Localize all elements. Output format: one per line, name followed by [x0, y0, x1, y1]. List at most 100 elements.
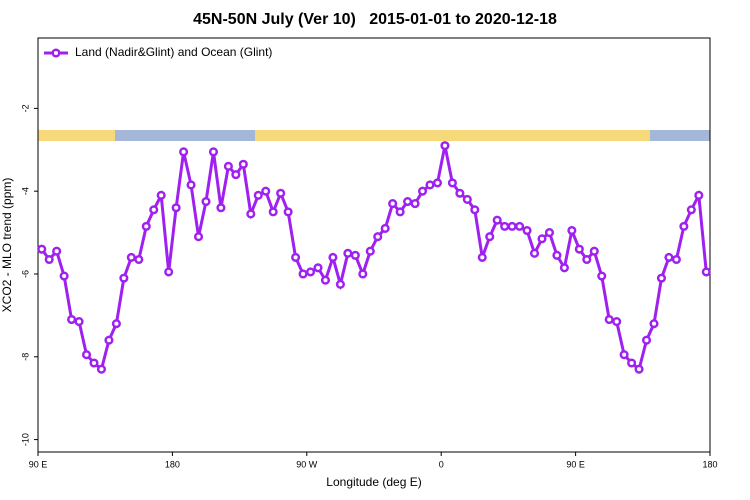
- data-point: [671, 254, 681, 265]
- data-point: [515, 221, 525, 231]
- data-point: [403, 196, 413, 207]
- data-point: [679, 221, 689, 231]
- data-point: [649, 319, 659, 329]
- data-point: [253, 190, 263, 200]
- data-point: [455, 188, 465, 198]
- data-point: [156, 190, 166, 200]
- data-point: [37, 244, 47, 254]
- data-point: [559, 263, 569, 273]
- data-point: [320, 275, 331, 285]
- data-point: [134, 254, 144, 265]
- x-axis-label: Longitude (deg E): [326, 475, 421, 489]
- data-point: [380, 223, 390, 233]
- data-point: [52, 246, 62, 256]
- data-point: [216, 203, 226, 213]
- data-point: [171, 203, 181, 213]
- data-point: [694, 190, 704, 200]
- data-point: [179, 147, 189, 157]
- land-band: [38, 130, 115, 141]
- data-point: [231, 170, 241, 180]
- data-point: [604, 314, 614, 325]
- data-point: [485, 232, 495, 242]
- y-tick-label: -4: [20, 187, 30, 195]
- data-point: [223, 161, 233, 171]
- data-point: [246, 209, 256, 219]
- data-point: [365, 246, 375, 256]
- data-point: [544, 228, 555, 238]
- data-point: [395, 207, 405, 217]
- data-point: [410, 199, 420, 209]
- data-point: [627, 358, 637, 368]
- data-point: [149, 205, 159, 215]
- data-point: [432, 178, 443, 188]
- data-point: [313, 263, 323, 273]
- data-point: [111, 319, 121, 329]
- data-point: [522, 225, 532, 236]
- data-point: [440, 141, 450, 151]
- data-point: [81, 350, 92, 360]
- data-point: [89, 358, 99, 368]
- data-point: [529, 248, 540, 258]
- legend-marker: [51, 48, 61, 58]
- data-point: [298, 269, 308, 279]
- x-tick-label: 0: [439, 459, 444, 469]
- ocean-band: [650, 130, 710, 141]
- data-point: [664, 252, 674, 262]
- data-point: [104, 335, 114, 345]
- data-point: [96, 364, 107, 374]
- data-point: [462, 194, 472, 205]
- land-ocean-strip: [38, 130, 710, 141]
- data-point: [291, 252, 301, 262]
- x-tick-label: 90 E: [29, 459, 48, 469]
- data-point: [507, 221, 517, 231]
- data-point: [208, 147, 219, 157]
- x-tick-label: 90 W: [296, 459, 318, 469]
- data-point: [492, 215, 502, 225]
- x-tick-label: 180: [702, 459, 717, 469]
- plot-frame: [37, 37, 711, 453]
- data-point: [612, 317, 622, 327]
- data-point: [268, 207, 278, 217]
- data-point: [477, 252, 487, 262]
- data-point: [74, 317, 84, 327]
- y-tick-label: -8: [20, 353, 30, 361]
- data-point: [701, 267, 711, 277]
- data-point: [328, 252, 338, 262]
- data-point: [67, 314, 77, 325]
- data-point: [358, 269, 368, 279]
- y-tick-label: -10: [20, 433, 30, 446]
- data-point: [305, 267, 316, 277]
- legend-label: Land (Nadir&Glint) and Ocean (Glint): [75, 45, 272, 59]
- data-point: [44, 254, 54, 265]
- x-tick-label: 180: [165, 459, 180, 469]
- data-point: [447, 178, 457, 188]
- data-point: [597, 271, 607, 281]
- data-point: [59, 271, 69, 281]
- data-point: [373, 232, 383, 242]
- data-point: [686, 205, 696, 215]
- x-tick-label: 90 E: [566, 459, 585, 469]
- data-point: [589, 246, 599, 256]
- data-point: [537, 234, 547, 244]
- data-point: [164, 267, 174, 277]
- data-point: [283, 207, 293, 217]
- data-point: [119, 273, 129, 283]
- data-point: [619, 350, 629, 360]
- land-band: [255, 130, 650, 141]
- data-point: [574, 244, 584, 254]
- data-point: [193, 232, 204, 242]
- data-point: [470, 205, 480, 215]
- data-point: [350, 250, 360, 260]
- data-point: [261, 186, 271, 196]
- data-point: [238, 159, 248, 169]
- data-point: [656, 273, 667, 283]
- data-point: [141, 221, 151, 231]
- data-point: [343, 248, 353, 258]
- data-point: [126, 252, 136, 262]
- data-point: [567, 225, 577, 236]
- y-tick-label: -6: [20, 270, 30, 278]
- data-point: [201, 196, 211, 207]
- data-point: [634, 364, 644, 374]
